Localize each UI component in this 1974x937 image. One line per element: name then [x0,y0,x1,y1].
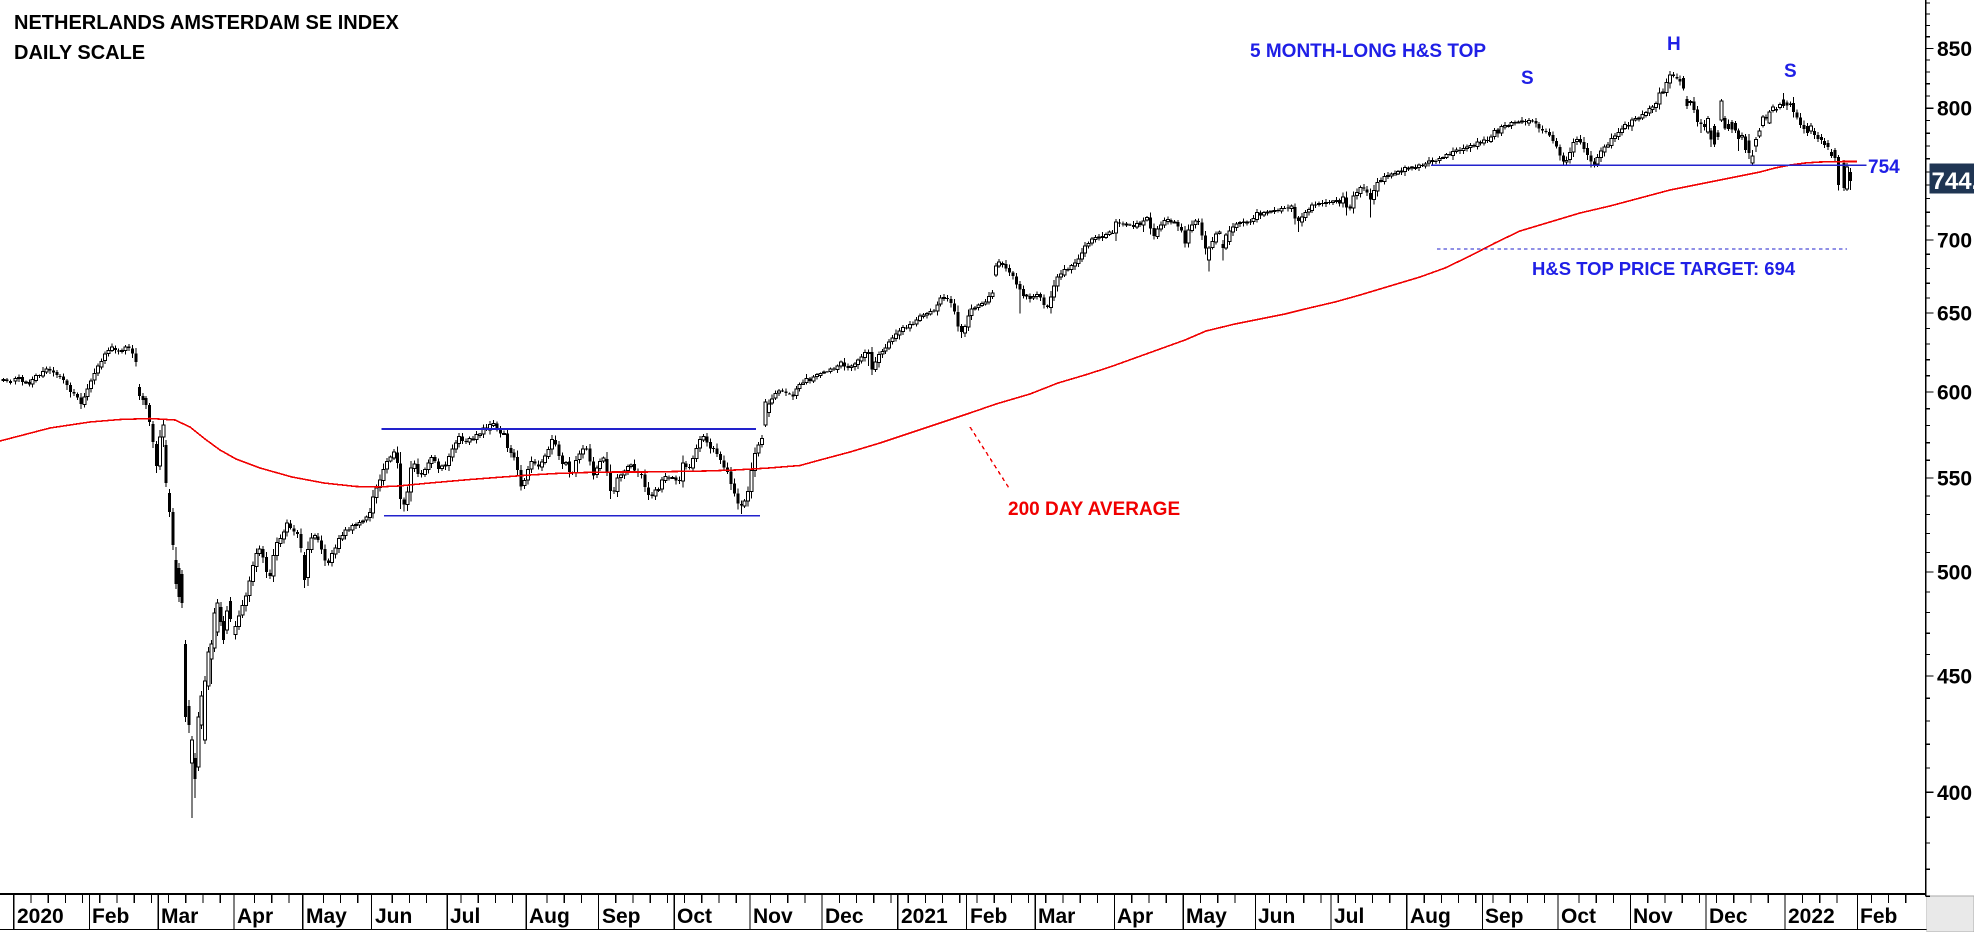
svg-text:May: May [306,905,347,928]
svg-text:Jun: Jun [1258,905,1295,928]
svg-text:600: 600 [1937,382,1972,405]
svg-text:Jun: Jun [375,905,412,928]
svg-text:DAILY SCALE: DAILY SCALE [14,42,145,64]
svg-text:Oct: Oct [677,905,712,928]
svg-text:200 DAY AVERAGE: 200 DAY AVERAGE [1008,499,1180,520]
svg-text:May: May [1186,905,1227,928]
svg-text:Feb: Feb [1860,905,1897,928]
svg-text:Nov: Nov [753,905,793,928]
svg-text:Jul: Jul [1334,905,1364,928]
svg-text:S: S [1521,68,1534,89]
svg-text:Aug: Aug [1410,905,1451,928]
svg-text:S: S [1784,61,1797,82]
svg-text:Jul: Jul [450,905,480,928]
svg-text:Sep: Sep [602,905,641,928]
svg-text:744.: 744. [1932,168,1974,195]
svg-text:Apr: Apr [1117,905,1153,928]
svg-text:500: 500 [1937,562,1972,585]
svg-text:NETHERLANDS AMSTERDAM SE INDEX: NETHERLANDS AMSTERDAM SE INDEX [14,12,399,34]
svg-text:5 MONTH-LONG H&S TOP: 5 MONTH-LONG H&S TOP [1250,41,1486,62]
svg-text:800: 800 [1937,98,1972,121]
svg-text:Aug: Aug [529,905,570,928]
svg-text:Dec: Dec [1709,905,1748,928]
svg-text:Mar: Mar [161,905,198,928]
svg-text:Oct: Oct [1561,905,1596,928]
svg-text:754: 754 [1868,157,1900,178]
svg-text:650: 650 [1937,303,1972,326]
svg-text:Nov: Nov [1633,905,1673,928]
svg-text:Mar: Mar [1038,905,1075,928]
svg-text:H&S TOP PRICE TARGET: 694: H&S TOP PRICE TARGET: 694 [1532,258,1796,279]
svg-text:Feb: Feb [970,905,1007,928]
svg-text:2021: 2021 [901,905,948,928]
svg-text:850: 850 [1937,38,1972,61]
svg-text:Dec: Dec [825,905,864,928]
svg-text:700: 700 [1937,230,1972,253]
svg-text:550: 550 [1937,468,1972,491]
svg-text:400: 400 [1937,782,1972,805]
svg-text:2022: 2022 [1788,905,1835,928]
svg-text:450: 450 [1937,666,1972,689]
svg-text:2020: 2020 [17,905,64,928]
svg-text:Sep: Sep [1485,905,1524,928]
svg-text:Apr: Apr [237,905,273,928]
svg-text:H: H [1667,34,1681,55]
svg-text:Feb: Feb [92,905,129,928]
